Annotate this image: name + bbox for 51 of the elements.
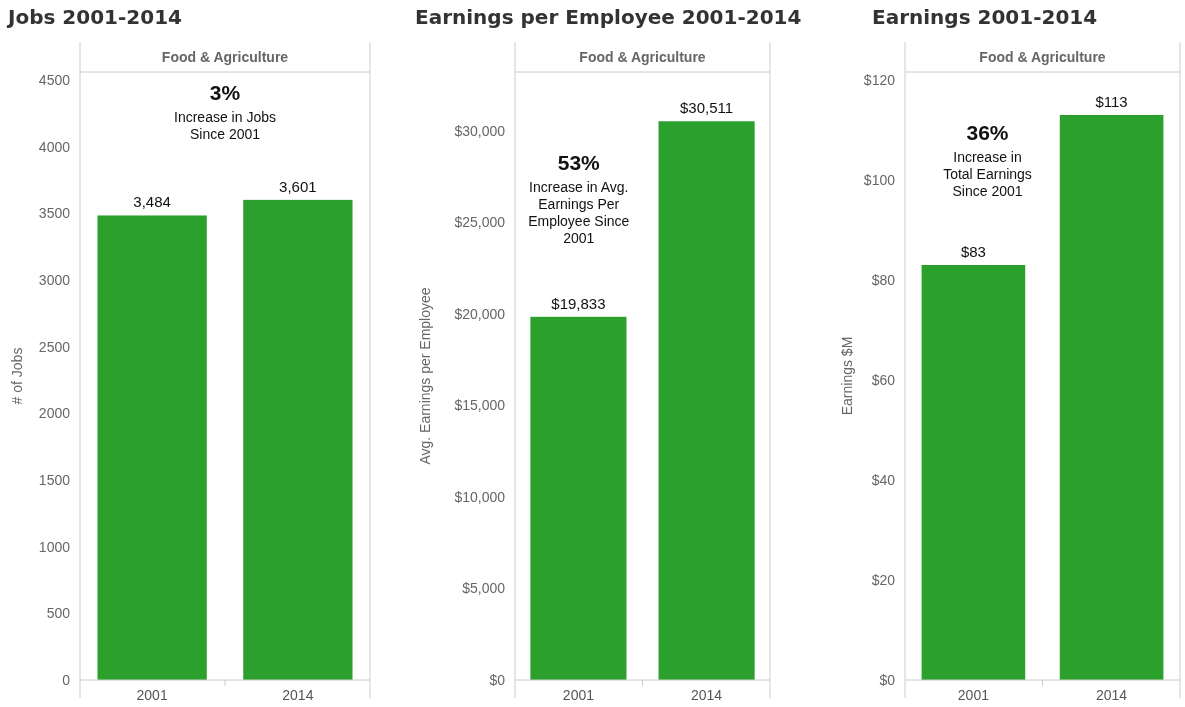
y-tick-label: $40 (871, 472, 896, 488)
y-tick-label: 4000 (38, 138, 71, 155)
y-axis-title: Avg. Earnings per Employee (417, 287, 433, 465)
y-tick-label: 2500 (38, 338, 71, 355)
data-label: $113 (1095, 93, 1128, 110)
y-tick-label: 2000 (38, 405, 71, 422)
annotation: 53% (557, 151, 601, 174)
data-label: $83 (960, 243, 986, 260)
annotation: Increase in Total Earnings Since 2001 (943, 149, 1032, 199)
y-tick-label: 1000 (38, 538, 71, 555)
y-tick-label: $60 (871, 372, 896, 388)
y-tick-label: $5,000 (462, 580, 506, 597)
x-tick-label: 2001 (957, 687, 990, 703)
y-tick-label: 1500 (38, 472, 71, 488)
y-tick-label: $0 (489, 672, 506, 688)
y-axis-title: Earnings $M (839, 336, 855, 416)
y-tick-label: $0 (879, 672, 896, 688)
y-tick-label: $100 (863, 172, 896, 188)
data-label: $19,833 (551, 294, 606, 312)
data-label: 3,484 (133, 193, 171, 211)
y-tick-label: $15,000 (454, 397, 506, 414)
x-tick-label: 2014 (1096, 687, 1128, 703)
y-tick-label: 500 (46, 605, 71, 622)
y-axis-title: # of Jobs (9, 347, 25, 405)
x-tick-label: 2014 (282, 687, 314, 703)
y-tick-label: $30,000 (454, 122, 506, 139)
annotation: Increase in Jobs Since 2001 (174, 109, 276, 142)
y-tick-label: 0 (62, 672, 71, 688)
chart-title: Jobs 2001-2014 (6, 5, 182, 29)
y-tick-label: $20,000 (454, 305, 506, 322)
y-tick-label: $20 (871, 572, 896, 588)
chart-title: Earnings 2001-2014 (872, 5, 1098, 29)
y-tick-label: 3000 (38, 272, 71, 288)
y-tick-label: $80 (871, 272, 896, 288)
y-tick-label: 4500 (38, 72, 71, 88)
chart-subtitle: Food & Agriculture (579, 49, 706, 65)
y-tick-label: $120 (863, 72, 896, 88)
x-tick-label: 2001 (136, 687, 168, 703)
annotation: 3% (209, 81, 241, 104)
chart-subtitle: Food & Agriculture (979, 49, 1106, 65)
annotation: Increase in Avg. Earnings Per Employee Since 2001 (528, 179, 630, 246)
chart-subtitle: Food & Agriculture (161, 49, 289, 65)
x-tick-label: 2014 (690, 687, 723, 703)
annotation: 36% (966, 121, 1009, 144)
y-tick-label: 3500 (38, 205, 71, 222)
data-label: $30,511 (680, 99, 734, 117)
y-tick-label: $10,000 (454, 488, 506, 505)
y-tick-label: $25,000 (454, 214, 506, 231)
x-tick-label: 2001 (562, 687, 595, 703)
data-label: 3,601 (279, 177, 317, 195)
chart-title: Earnings per Employee 2001-2014 (415, 5, 802, 29)
